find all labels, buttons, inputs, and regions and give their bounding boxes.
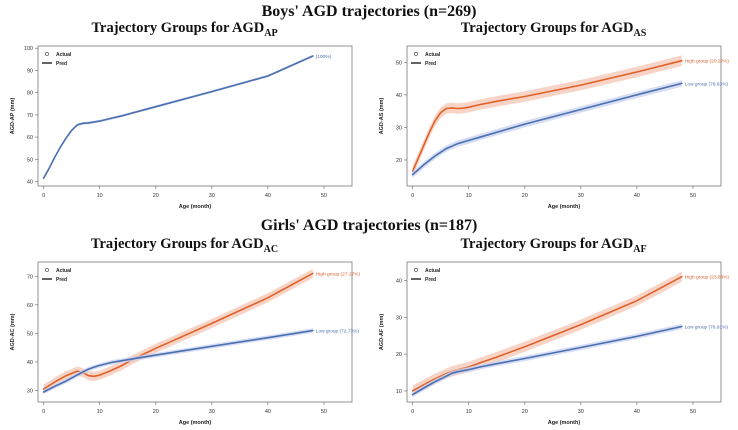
legend-actual-label: Actual: [425, 52, 441, 58]
x-tick-label: 0: [42, 193, 45, 199]
legend-pred-label: Pred: [425, 277, 436, 283]
x-axis-label: Age (month): [548, 204, 581, 210]
confidence-band-high: [43, 268, 313, 394]
x-tick-label: 0: [411, 409, 414, 415]
panel-title: Trajectory Groups for AGDAS: [460, 20, 647, 39]
panel-as: Trajectory Groups for AGDAS 0 10 20 30 40 50 2…: [369, 20, 738, 210]
legend-actual-label: Actual: [56, 52, 72, 58]
x-tick-label: 50: [321, 193, 327, 199]
y-tick-label: 70: [27, 274, 33, 280]
series-label-low: Low group (72.73%): [316, 329, 360, 335]
girls-section-heading: Girls' AGD trajectories (n=187): [260, 217, 478, 234]
x-tick-label: 50: [690, 193, 696, 199]
plot-frame: [37, 261, 353, 403]
x-tick-label: 40: [634, 193, 640, 199]
chart-agd-ap: 0 10 20 30 40 50 40 50 60 70 80 90 100 Age (month) AGD…: [10, 45, 353, 210]
panel-title: Trajectory Groups for AGDAC: [90, 236, 279, 255]
series-line-high: [411, 59, 683, 173]
y-tick-label: 60: [27, 135, 33, 141]
x-tick-label: 20: [153, 193, 159, 199]
panel-title: Trajectory Groups for AGDAF: [460, 236, 647, 255]
x-tick-label: 40: [265, 409, 271, 415]
x-tick-label: 40: [265, 193, 271, 199]
x-tick-label: 50: [690, 409, 696, 415]
plot-frame: [406, 261, 722, 403]
x-tick-label: 40: [634, 409, 640, 415]
x-tick-label: 30: [209, 409, 215, 415]
x-tick-label: 0: [42, 409, 45, 415]
series-label-low: (100%): [316, 54, 332, 60]
series-line-low: [42, 55, 314, 179]
y-tick-label: 50: [27, 157, 33, 163]
x-tick-label: 10: [97, 409, 103, 415]
y-tick-label: 10: [396, 389, 402, 395]
y-axis-label: AGD-AS (mm): [379, 98, 385, 135]
x-tick-label: 20: [153, 409, 159, 415]
panel-ap: Trajectory Groups for AGDAP 0 10 20 30 40 50 4…: [0, 20, 369, 210]
series-line-low: [411, 82, 683, 176]
y-axis-label: AGD-AF (mm): [379, 314, 385, 351]
x-axis-label: Age (month): [179, 204, 212, 210]
series-label-high: High group (20.27%): [685, 59, 730, 65]
y-tick-label: 20: [396, 158, 402, 164]
y-tick-label: 90: [27, 68, 33, 74]
y-tick-label: 40: [27, 360, 33, 366]
y-tick-label: 20: [396, 352, 402, 358]
legend-actual-marker: [414, 268, 418, 272]
confidence-band-low: [412, 323, 682, 398]
x-tick-label: 20: [522, 193, 528, 199]
y-tick-label: 30: [396, 125, 402, 131]
y-tick-label: 30: [27, 389, 33, 395]
x-tick-label: 50: [321, 409, 327, 415]
series-label-high: High group (23.83%): [685, 275, 730, 281]
y-tick-label: 40: [27, 180, 33, 186]
panel-ac: Trajectory Groups for AGDAC 0 10 20 30 40 50 3…: [0, 236, 369, 426]
x-tick-label: 10: [466, 409, 472, 415]
legend-actual-label: Actual: [56, 268, 72, 274]
y-tick-label: 40: [396, 93, 402, 99]
series-label-high: High group (27.27%): [316, 271, 361, 277]
series-line-low: [42, 329, 314, 393]
series-line-high: [42, 272, 314, 390]
legend-pred-label: Pred: [425, 61, 436, 67]
legend-actual-marker: [45, 52, 49, 56]
legend-pred-label: Pred: [56, 277, 67, 283]
legend-pred-label: Pred: [56, 61, 67, 67]
x-tick-label: 10: [97, 193, 103, 199]
x-axis-label: Age (month): [179, 420, 212, 426]
x-tick-label: 30: [578, 409, 584, 415]
x-tick-label: 0: [411, 193, 414, 199]
y-tick-label: 80: [27, 91, 33, 97]
y-tick-label: 30: [396, 315, 402, 321]
plot-frame: [406, 45, 722, 187]
legend-actual-label: Actual: [425, 268, 441, 274]
legend-actual-marker: [414, 52, 418, 56]
series-line-low: [411, 325, 683, 396]
y-tick-label: 50: [27, 331, 33, 337]
panel-af: Trajectory Groups for AGDAF 0 10 20 30 40 50 1…: [369, 236, 738, 426]
x-tick-label: 30: [209, 193, 215, 199]
x-tick-label: 30: [578, 193, 584, 199]
y-axis-label: AGD-AP (mm): [10, 98, 16, 135]
chart-agd-as: 0 10 20 30 40 50 20 30 40 50 Age (month) AGD-AS (mm…: [379, 45, 730, 210]
chart-agd-ac: 0 10 20 30 40 50 30 40 50 60 70 Age (month) AGD-AC (…: [10, 261, 361, 426]
x-tick-label: 10: [466, 193, 472, 199]
chart-agd-af: 0 10 20 30 40 50 10 20 30 40 Age (month) AGD-AF (mm…: [379, 261, 730, 426]
y-axis-label: AGD-AC (mm): [10, 313, 16, 350]
y-tick-label: 70: [27, 113, 33, 119]
x-tick-label: 20: [522, 409, 528, 415]
series-label-low: Low group (76.91%): [685, 324, 729, 330]
boys-section-heading: Boys' AGD trajectories (n=269): [261, 3, 477, 20]
plot-frame: [37, 45, 353, 187]
series-label-low: Low group (79.63%): [685, 81, 729, 87]
y-tick-label: 60: [27, 303, 33, 309]
y-tick-label: 50: [396, 60, 402, 66]
y-tick-label: 100: [24, 46, 33, 52]
panel-title: Trajectory Groups for AGDAP: [91, 20, 278, 39]
y-tick-label: 40: [396, 278, 402, 284]
x-axis-label: Age (month): [548, 420, 581, 426]
legend-actual-marker: [45, 268, 49, 272]
